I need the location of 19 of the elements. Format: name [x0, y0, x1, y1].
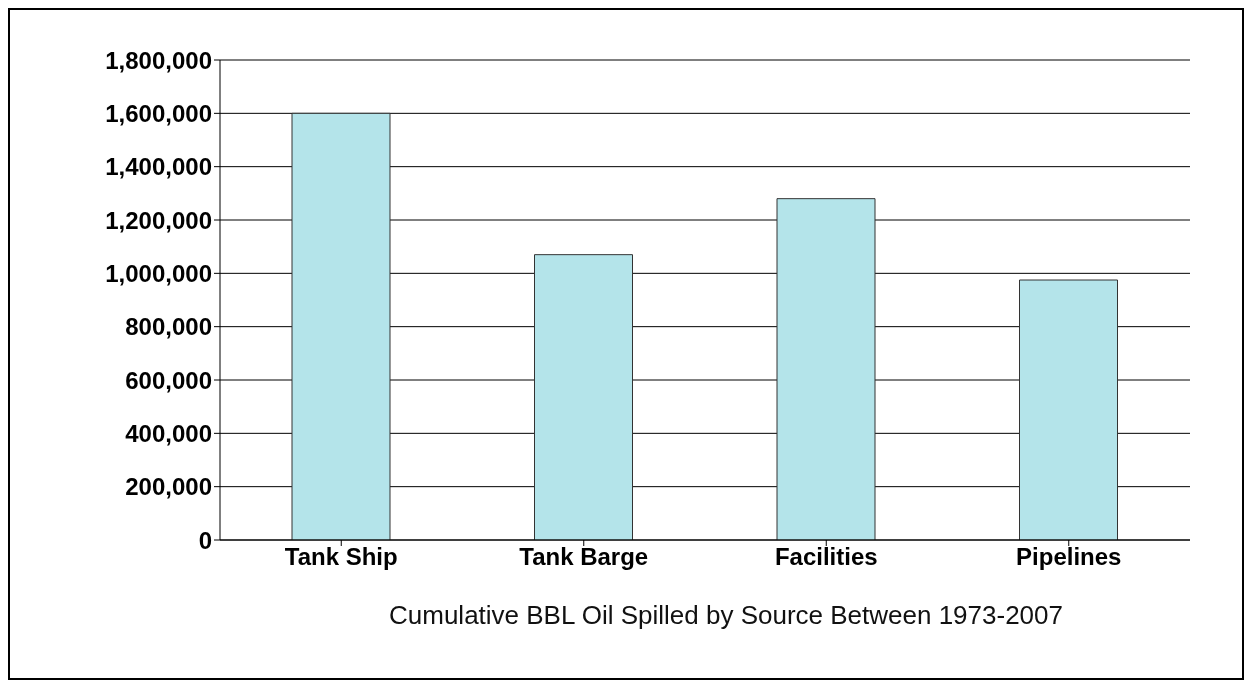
x-tick-label: Tank Barge: [519, 543, 649, 571]
y-tick-label: 800,000: [125, 313, 212, 341]
y-tick-label: 1,400,000: [105, 153, 212, 181]
x-axis-title: Cumulative BBL Oil Spilled by Source Between 1973-2007: [388, 600, 1064, 631]
x-tick-label: Tank Ship: [284, 543, 398, 571]
y-tick-label: 1,200,000: [105, 206, 212, 234]
x-tick-label: Facilities: [774, 543, 878, 571]
y-tick-label: 600,000: [125, 366, 212, 394]
y-tick-label: 1,600,000: [105, 99, 212, 127]
bar: [776, 198, 876, 540]
x-tick-label: Pipelines: [1016, 543, 1122, 571]
y-tick-label: 0: [198, 526, 212, 554]
y-tick-label: 1,000,000: [105, 259, 212, 287]
bar: [534, 254, 633, 540]
y-tick-label: 200,000: [125, 473, 212, 501]
bar: [1019, 279, 1118, 540]
y-tick-label: 400,000: [125, 419, 212, 447]
bar: [291, 112, 391, 540]
y-tick-label: 1,800,000: [105, 46, 212, 74]
